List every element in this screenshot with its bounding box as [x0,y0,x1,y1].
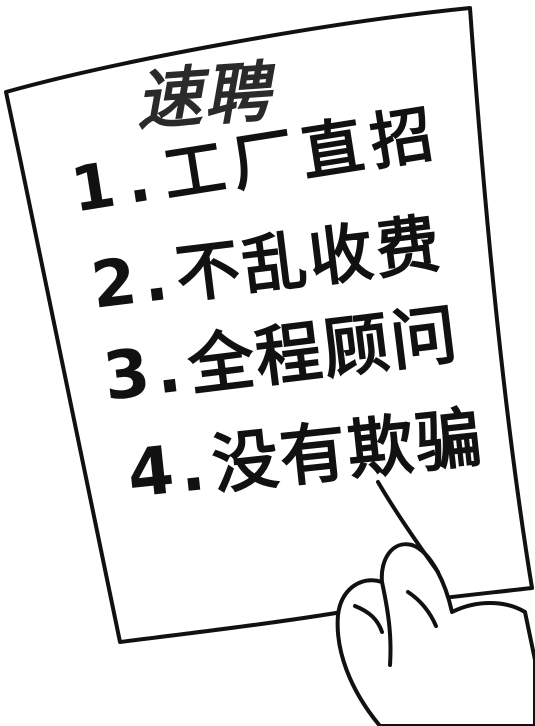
paper-sheet [4,6,534,644]
list-item-separator: . [150,329,188,410]
list-item-number: 3 [99,333,157,416]
hand-holding-paper-icon [335,542,535,726]
list-item-text: 没有欺骗 [208,398,488,504]
list-item-text: 全程顾问 [183,295,463,406]
list-item-number: 4 [123,431,180,513]
list-item-text: 不乱收费 [171,207,447,314]
list-item: 4.没有欺骗 [123,399,487,513]
list-item-separator: . [138,240,175,318]
list-item-separator: . [175,427,211,508]
list-item: 3.全程顾问 [99,296,463,416]
list-item-number: 2 [87,244,144,324]
list-item-separator: . [120,140,164,218]
pointer-stroke [376,480,440,574]
list-item-number: 1 [66,146,129,227]
